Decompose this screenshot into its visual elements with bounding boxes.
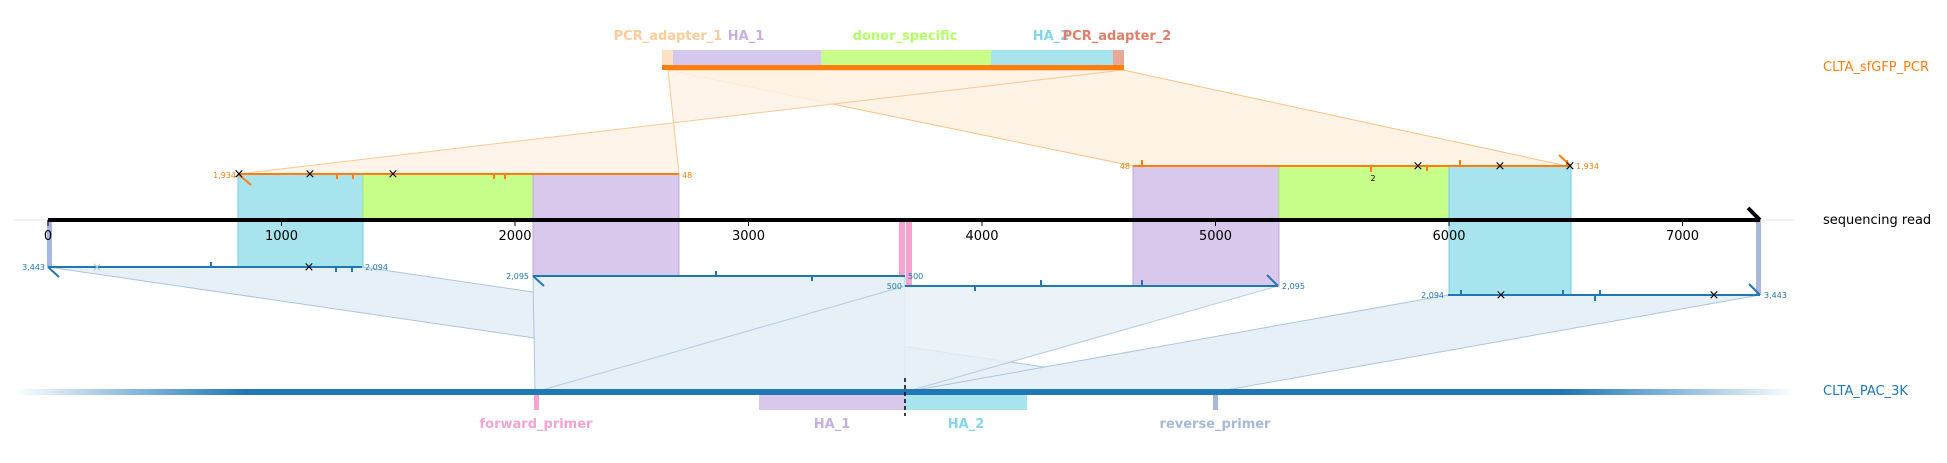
read-axis-tick-label: 7000 bbox=[1666, 229, 1699, 244]
deletion-mark: × bbox=[1413, 159, 1424, 174]
read-axis-tick-label: 2000 bbox=[498, 229, 531, 244]
target-alignment-1-end: 2,094 bbox=[365, 263, 388, 272]
read-axis-ticks: 0 1000 2000 3000 4000 5000 6000 7000 bbox=[44, 220, 1699, 244]
target-alignment-1: × × 3,443 2,094 bbox=[22, 260, 388, 278]
column-forward-primer-a bbox=[899, 220, 905, 276]
target-label-reverse-primer: reverse_primer bbox=[1160, 417, 1272, 432]
deletion-mark: × bbox=[1496, 288, 1507, 303]
target-feature-ha-2 bbox=[905, 395, 1027, 410]
target-track bbox=[14, 378, 1795, 416]
pcr-label-ha-1: HA_1 bbox=[728, 29, 765, 44]
read-axis-tick-label: 1000 bbox=[265, 229, 298, 244]
column-ha1-right bbox=[1132, 165, 1280, 287]
column-ha1-left bbox=[532, 173, 680, 277]
pcr-feature-ha-1 bbox=[673, 50, 821, 66]
deletion-mark: × bbox=[304, 260, 315, 275]
pcr-alignment-right-start: 48 bbox=[1120, 162, 1130, 171]
deletion-mark: × bbox=[388, 167, 399, 182]
track-name-target: CLTA_PAC_3K bbox=[1823, 384, 1908, 399]
target-feature-forward-primer bbox=[534, 395, 539, 410]
target-alignment-2-arrow bbox=[532, 275, 545, 287]
pcr-feature-adapter-2 bbox=[1113, 50, 1124, 66]
deletion-mark: × bbox=[305, 167, 316, 182]
target-feature-ha-1 bbox=[759, 395, 905, 410]
column-donor-right bbox=[1278, 165, 1450, 221]
pcr-feature-donor bbox=[821, 50, 991, 66]
pcr-alignment-right-arrow bbox=[1558, 154, 1572, 167]
target-label-ha-2: HA_2 bbox=[948, 417, 985, 432]
target-alignment-4-end: 3,443 bbox=[1764, 291, 1787, 300]
pcr-feature-adapter-1 bbox=[662, 50, 673, 66]
sequencing-read-axis: 0 1000 2000 3000 4000 5000 6000 7000 bbox=[44, 206, 1762, 244]
target-alignment-3-start: 500 bbox=[887, 282, 902, 291]
read-axis-tick-label: 0 bbox=[44, 229, 52, 244]
pcr-product-bar bbox=[662, 65, 1124, 70]
read-axis-tick-label: 5000 bbox=[1199, 229, 1232, 244]
deletion-mark: × bbox=[234, 167, 245, 182]
pcr-feature-ha-2 bbox=[991, 50, 1113, 66]
target-alignment-1-arrow bbox=[47, 266, 60, 278]
pcr-product-track bbox=[662, 50, 1124, 70]
target-alignment-2-end: 500 bbox=[908, 272, 923, 281]
target-alignment-4-arrow bbox=[1748, 283, 1761, 296]
target-alignment-2: 2,095 500 bbox=[506, 271, 923, 287]
target-alignment-1-start: 3,443 bbox=[22, 263, 45, 272]
target-alignment-2-start: 2,095 bbox=[506, 272, 529, 281]
feature-columns bbox=[47, 165, 1761, 296]
track-name-read: sequencing read bbox=[1823, 213, 1931, 228]
pcr-read-mapping bbox=[237, 69, 1568, 175]
target-label-forward-primer: forward_primer bbox=[480, 417, 594, 432]
pcr-label-donor: donor_specific bbox=[853, 29, 958, 44]
target-alignment-3-arrow bbox=[1266, 274, 1279, 287]
pcr-alignment-left: × × × 1,934 48 bbox=[213, 167, 692, 186]
target-alignment-3: 500 2,095 bbox=[887, 274, 1305, 291]
deletion-mark: × bbox=[1709, 288, 1720, 303]
column-reverse-primer-b bbox=[1756, 220, 1761, 295]
target-alignment-3-end: 2,095 bbox=[1282, 282, 1305, 291]
pcr-alignment-right: × × × 2 48 1,934 bbox=[1120, 154, 1599, 183]
pcr-label-adapter-2: PCR_adapter_2 bbox=[1063, 29, 1172, 44]
pcr-alignment-left-end: 48 bbox=[682, 171, 692, 180]
track-name-pcr: CLTA_sfGFP_PCR bbox=[1823, 60, 1929, 75]
column-ha2-right bbox=[1448, 165, 1572, 296]
pcr-label-adapter-1: PCR_adapter_1 bbox=[614, 29, 723, 44]
pcr-alignment-left-arrow bbox=[237, 173, 252, 186]
pcr-feature-labels: PCR_adapter_1 HA_1 donor_specific HA_2 P… bbox=[614, 29, 1172, 44]
read-axis-tick-label: 4000 bbox=[965, 229, 998, 244]
pcr-alignment-right-end: 1,934 bbox=[1576, 162, 1599, 171]
read-axis-tick-label: 6000 bbox=[1432, 229, 1465, 244]
pcr-label-ha-2: HA_2 bbox=[1033, 29, 1070, 44]
deletion-mark: × bbox=[1565, 159, 1576, 174]
read-axis-tick-label: 3000 bbox=[732, 229, 765, 244]
target-feature-labels: forward_primer HA_1 HA_2 reverse_primer bbox=[480, 417, 1272, 432]
target-label-ha-1: HA_1 bbox=[814, 417, 851, 432]
sequencing-read-arrow bbox=[1746, 206, 1762, 222]
deletion-mark: × bbox=[92, 260, 102, 274]
column-forward-primer-b bbox=[906, 220, 912, 286]
column-reverse-primer-a bbox=[47, 220, 52, 267]
target-read-mapping bbox=[47, 266, 1761, 393]
deletion-mark: × bbox=[1495, 159, 1506, 174]
target-alignment-4: × × 2,094 3,443 bbox=[1421, 283, 1787, 303]
target-feature-reverse-primer bbox=[1213, 395, 1218, 410]
pcr-alignment-left-start: 1,934 bbox=[213, 171, 236, 180]
target-alignment-4-start: 2,094 bbox=[1421, 291, 1444, 300]
insertion-count: 2 bbox=[1370, 174, 1375, 183]
